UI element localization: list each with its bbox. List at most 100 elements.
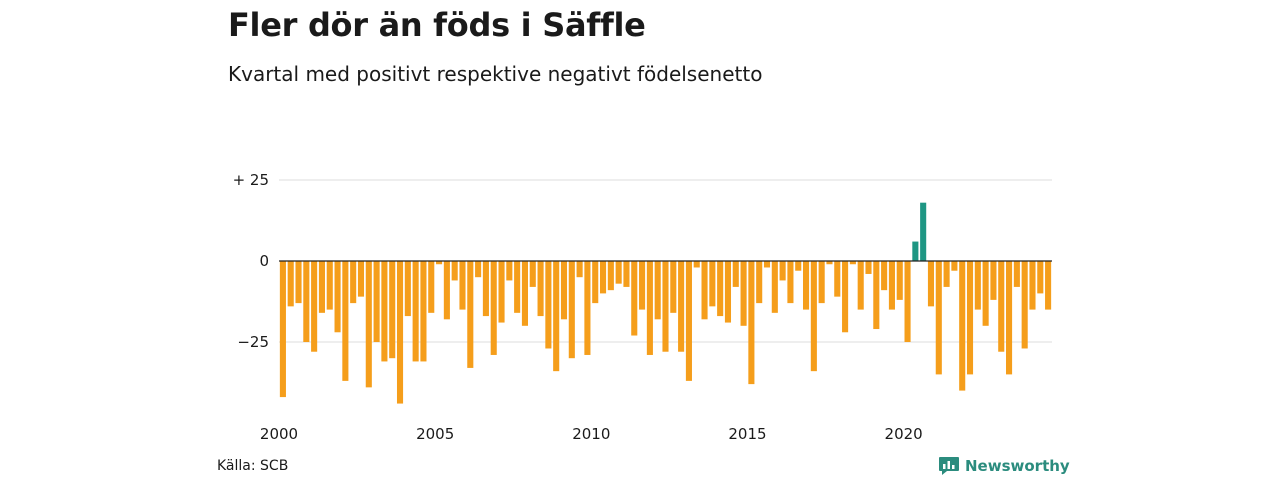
bar-negative [560,261,568,320]
brand-logo[interactable]: Newsworthy [938,456,1070,476]
bar-negative [849,261,856,265]
bar-negative [998,261,1005,352]
bar-negative [396,261,404,404]
bar-negative [592,261,599,304]
bar-negative [334,261,341,333]
bar-negative [482,261,489,317]
bar-negative [412,261,419,362]
bar-negative [498,261,505,323]
bar-negative [927,261,935,307]
bar-negative [553,261,560,372]
bar-negative [763,261,771,268]
bar-negative [506,261,513,281]
bar-negative [842,261,849,333]
bar-positive [920,202,927,261]
bar-negative [670,261,677,313]
source-note: Källa: SCB [217,458,289,474]
bar-negative [311,261,318,352]
bar-negative [584,261,591,355]
chart-subtitle: Kvartal med positivt respektive negativt… [228,62,763,86]
bar-negative [568,261,575,359]
bar-negative [740,261,747,326]
bar-positive [912,241,919,261]
bar-negative [787,261,794,304]
bar-negative [974,261,981,310]
bar-negative [724,261,732,323]
bar-negative [701,261,708,320]
bar-negative [389,261,396,359]
bar-negative [537,261,544,317]
y-tick-label: −25 [237,333,269,351]
bar-negative [545,261,552,349]
bar-negative [881,261,888,291]
bar-negative [717,261,724,317]
bar-negative [678,261,685,352]
bar-negative [639,261,646,310]
bar-negative [514,261,521,313]
bar-negative [295,261,302,304]
chart-title: Fler dör än föds i Säffle [228,6,646,44]
bar-negative [818,261,825,304]
bar-negative [521,261,528,326]
bar-negative [350,261,357,304]
bar-negative [1006,261,1013,375]
bar-negative [404,261,411,317]
bar-negative [873,261,880,330]
bar-negative [623,261,630,287]
bar-negative [756,261,763,304]
bar-negative [342,261,349,381]
bar-negative [990,261,997,300]
x-tick-label: 2000 [260,425,298,443]
bar-negative [803,261,810,310]
bar-negative [459,261,466,310]
bar-negative [607,261,614,291]
bar-negative [357,261,365,297]
bar-negative [810,261,817,372]
bar-negative [318,261,325,313]
bar-negative [428,261,435,313]
bar-negative [1013,261,1020,287]
bar-negative [420,261,427,362]
bar-negative [365,261,372,388]
bar-negative [443,261,450,320]
bar-negative [693,261,700,268]
x-tick-label: 2020 [885,425,923,443]
bar-negative [771,261,778,313]
x-tick-label: 2015 [728,425,766,443]
y-tick-label: + 25 [233,171,269,189]
bar-negative [1037,261,1044,294]
bar-negative [709,261,716,307]
bar-negative [529,261,536,287]
bar-negative [654,261,661,320]
bar-negative [381,261,388,362]
bar-negative [1045,261,1052,310]
bar-negative [935,261,942,375]
bar-negative [857,261,864,310]
bar-negative [748,261,755,385]
bar-negative [834,261,841,297]
y-axis-ticks: + 25 0 −25 [233,171,269,351]
bar-negative [943,261,950,287]
bar-negative [475,261,482,278]
bar-negative [303,261,310,342]
bar-negative [326,261,333,310]
bar-negative [966,261,974,375]
brand-name: Newsworthy [965,457,1070,475]
x-tick-label: 2010 [572,425,610,443]
bar-negative [959,261,966,391]
bar-negative [982,261,989,326]
bar-negative [615,261,622,284]
newsworthy-icon [939,457,959,475]
bar-negative [451,261,458,281]
bar-negative [1021,261,1028,349]
bar-negative [685,261,692,381]
bar-negative [896,261,903,300]
bar-negative [795,261,802,271]
bar-negative [904,261,911,342]
bar-negative [888,261,895,310]
x-axis-ticks: 2000 2005 2010 2015 2020 [260,425,923,443]
bar-negative [599,261,607,294]
bar-negative [631,261,638,336]
bar-negative [576,261,583,278]
bar-chart: + 25 0 −25 2000 2005 2010 2015 2020 [233,171,1052,443]
